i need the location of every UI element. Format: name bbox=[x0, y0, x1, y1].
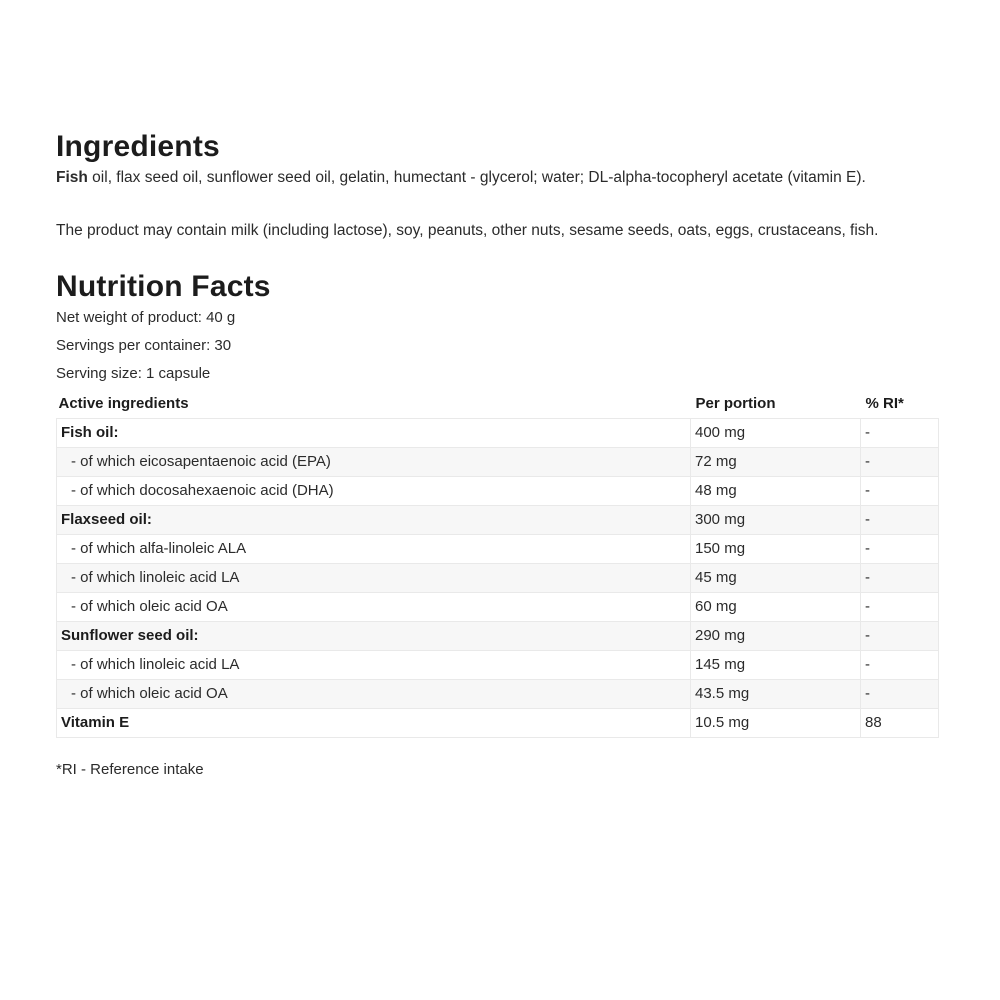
ri-cell: - bbox=[860, 621, 939, 651]
per-portion-cell: 400 mg bbox=[690, 418, 861, 448]
per-portion-cell: 60 mg bbox=[690, 592, 861, 622]
active-ingredients-table: Active ingredients Per portion % RI* Fis… bbox=[56, 391, 939, 738]
table-row: - of which docosahexaenoic acid (DHA) 48… bbox=[56, 476, 939, 506]
ri-cell: - bbox=[860, 534, 939, 564]
servings-per-container-line: Servings per container: 30 bbox=[56, 337, 232, 354]
nutrition-facts-title: Nutrition Facts bbox=[56, 270, 271, 303]
ingredients-section: Ingredients Fish oil, flax seed oil, sun… bbox=[56, 130, 938, 245]
per-portion-cell: 10.5 mg bbox=[690, 708, 861, 738]
reference-intake-footnote: *RI - Reference intake bbox=[56, 761, 204, 778]
ri-cell: - bbox=[860, 563, 939, 593]
per-portion-cell: 300 mg bbox=[690, 505, 861, 535]
composition-paragraph: Fish oil, flax seed oil, sunflower seed … bbox=[56, 164, 938, 192]
ingredient-name-cell: - of which eicosapentaenoic acid (EPA) bbox=[56, 447, 691, 477]
table-row: Fish oil: 400 mg - bbox=[56, 418, 939, 448]
ingredient-name-cell: - of which oleic acid OA bbox=[56, 679, 691, 709]
ri-cell: - bbox=[860, 679, 939, 709]
nutrition-facts-section: Nutrition Facts Net weight of product: 4… bbox=[56, 270, 939, 780]
ingredient-name-cell: - of which linoleic acid LA bbox=[56, 563, 691, 593]
per-portion-cell: 45 mg bbox=[690, 563, 861, 593]
allergen-paragraph: The product may contain milk (including … bbox=[56, 222, 879, 239]
ri-cell: - bbox=[860, 476, 939, 506]
composition-lead-word: Fish bbox=[56, 169, 88, 186]
ingredient-name-cell: - of which alfa-linoleic ALA bbox=[56, 534, 691, 564]
ri-cell: - bbox=[860, 505, 939, 535]
table-row: Vitamin E 10.5 mg 88 bbox=[56, 708, 939, 738]
table-row: - of which linoleic acid LA 145 mg - bbox=[56, 650, 939, 680]
table-row: - of which eicosapentaenoic acid (EPA) 7… bbox=[56, 447, 939, 477]
table-row: Flaxseed oil: 300 mg - bbox=[56, 505, 939, 535]
header-percent-ri: % RI* bbox=[865, 395, 904, 412]
ri-cell: 88 bbox=[860, 708, 939, 738]
ingredient-name-cell: Fish oil: bbox=[56, 418, 691, 448]
ingredient-name-cell: Flaxseed oil: bbox=[56, 505, 691, 535]
ri-cell: - bbox=[860, 650, 939, 680]
ingredients-title: Ingredients bbox=[56, 130, 220, 163]
ingredient-name-cell: Sunflower seed oil: bbox=[56, 621, 691, 651]
per-portion-cell: 290 mg bbox=[690, 621, 861, 651]
table-row: - of which linoleic acid LA 45 mg - bbox=[56, 563, 939, 593]
header-active-ingredients: Active ingredients bbox=[58, 395, 189, 412]
per-portion-cell: 145 mg bbox=[690, 650, 861, 680]
table-header-row: Active ingredients Per portion % RI* bbox=[57, 391, 939, 419]
per-portion-cell: 43.5 mg bbox=[690, 679, 861, 709]
table-row: Sunflower seed oil: 290 mg - bbox=[56, 621, 939, 651]
ri-cell: - bbox=[860, 418, 939, 448]
net-weight-line: Net weight of product: 40 g bbox=[56, 309, 236, 326]
per-portion-cell: 72 mg bbox=[690, 447, 861, 477]
ingredient-name-cell: - of which docosahexaenoic acid (DHA) bbox=[56, 476, 691, 506]
ingredient-name-cell: - of which linoleic acid LA bbox=[56, 650, 691, 680]
ri-cell: - bbox=[860, 447, 939, 477]
per-portion-cell: 48 mg bbox=[690, 476, 861, 506]
table-row: - of which oleic acid OA 43.5 mg - bbox=[56, 679, 939, 709]
composition-text: oil, flax seed oil, sunflower seed oil, … bbox=[87, 169, 866, 186]
table-row: - of which alfa-linoleic ALA 150 mg - bbox=[56, 534, 939, 564]
header-per-portion: Per portion bbox=[695, 395, 776, 412]
serving-size-line: Serving size: 1 capsule bbox=[56, 365, 211, 382]
per-portion-cell: 150 mg bbox=[690, 534, 861, 564]
ri-cell: - bbox=[860, 592, 939, 622]
ingredient-name-cell: - of which oleic acid OA bbox=[56, 592, 691, 622]
table-row: - of which oleic acid OA 60 mg - bbox=[56, 592, 939, 622]
ingredient-name-cell: Vitamin E bbox=[56, 708, 691, 738]
